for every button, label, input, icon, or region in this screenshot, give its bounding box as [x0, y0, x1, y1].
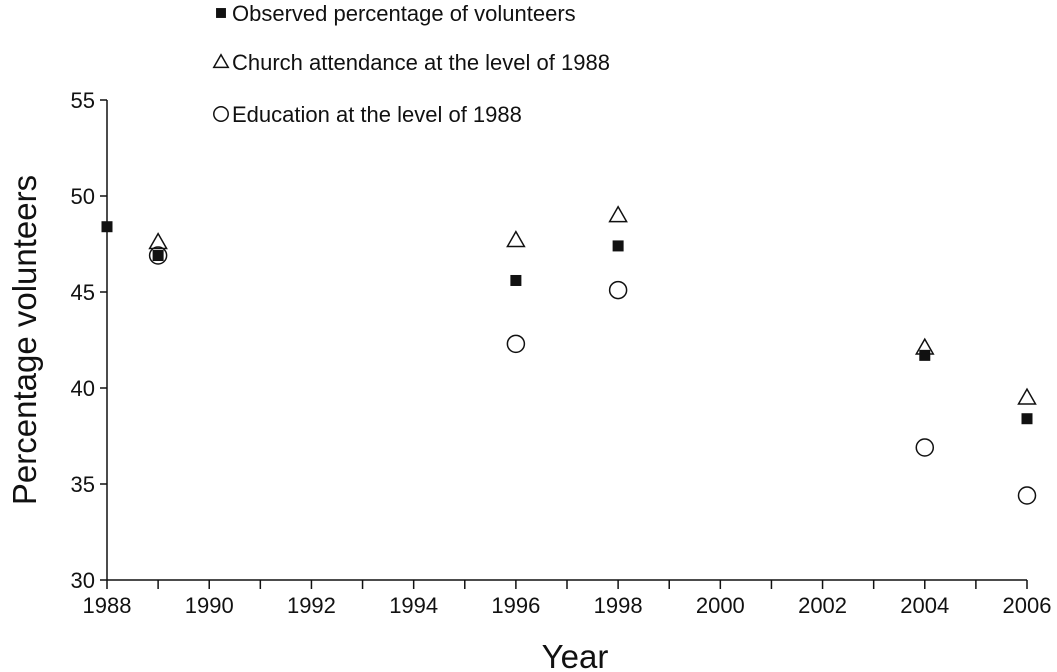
data-point-series-1 — [510, 274, 522, 286]
legend-label-series-1: Observed percentage of volunteers — [232, 1, 576, 26]
chart-axes — [106, 100, 1027, 581]
legend-label-series-2: Church attendance at the level of 1988 — [232, 50, 610, 75]
y-tick-label: 45 — [71, 280, 95, 305]
y-tick-label: 50 — [71, 184, 95, 209]
chart-legend: Observed percentage of volunteers Church … — [212, 1, 610, 127]
legend-icon-series-3 — [213, 106, 229, 122]
y-tick-label: 55 — [71, 88, 95, 113]
data-point-series-3 — [915, 438, 935, 457]
data-points — [101, 205, 1037, 505]
data-point-series-3 — [148, 246, 168, 265]
y-axis-ticks: 30 35 40 45 50 55 — [71, 88, 107, 593]
x-tick-label: 2006 — [1003, 593, 1052, 618]
legend-icon-series-2 — [212, 53, 230, 69]
x-tick-label: 1988 — [83, 593, 132, 618]
data-point-series-3 — [506, 334, 526, 354]
data-point-series-3 — [1017, 486, 1037, 505]
y-tick-label: 35 — [71, 472, 95, 497]
x-tick-label: 2004 — [900, 593, 949, 618]
data-point-series-1 — [612, 240, 624, 252]
x-tick-label: 1992 — [287, 593, 336, 618]
data-point-series-1 — [101, 221, 113, 233]
data-point-series-2 — [506, 230, 526, 248]
x-tick-label: 1998 — [594, 593, 643, 618]
data-point-series-2 — [148, 232, 168, 250]
x-axis-ticks: 1988 1990 1992 1994 1996 1998 2000 2002 2004 2006 — [83, 580, 1052, 618]
x-tick-label: 1994 — [389, 593, 438, 618]
data-point-series-2 — [1017, 387, 1037, 405]
data-point-series-1 — [919, 349, 931, 361]
data-point-series-1 — [1021, 413, 1033, 425]
legend-label-series-3: Education at the level of 1988 — [232, 102, 522, 127]
data-point-series-1 — [152, 250, 164, 262]
legend-icon-series-1 — [216, 8, 226, 18]
y-tick-label: 40 — [71, 376, 95, 401]
x-tick-label: 2000 — [696, 593, 745, 618]
x-tick-label: 1996 — [491, 593, 540, 618]
data-point-series-3 — [608, 280, 628, 300]
y-tick-label: 30 — [71, 568, 95, 593]
y-axis-title: Percentage volunteers — [6, 175, 43, 505]
data-point-series-2 — [608, 205, 628, 223]
x-tick-label: 1990 — [185, 593, 234, 618]
x-axis-title: Year — [542, 638, 609, 672]
x-tick-label: 2002 — [798, 593, 847, 618]
